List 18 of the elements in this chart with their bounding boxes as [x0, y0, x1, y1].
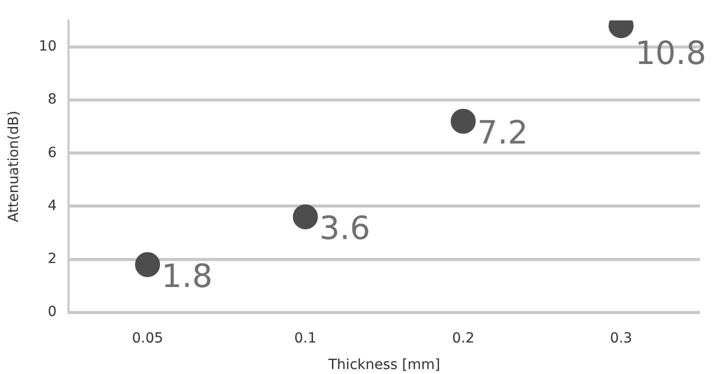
y-tick-label: 2 — [48, 250, 57, 267]
x-tick-label: 0.05 — [132, 330, 164, 346]
x-tick-label: 0.2 — [452, 330, 474, 346]
y-tick-label: 6 — [48, 144, 57, 161]
data-label: 3.6 — [319, 209, 370, 248]
x-tick-label: 0.1 — [294, 330, 317, 346]
x-axis-title: Thickness [mm] — [327, 357, 440, 374]
y-tick-label: 0 — [48, 304, 57, 320]
x-tick-label: 0.3 — [610, 330, 632, 346]
point — [135, 252, 160, 278]
data-label: 10.8 — [635, 34, 706, 72]
y-tick-label: 10 — [38, 38, 57, 55]
y-tick-label: 4 — [48, 198, 57, 214]
point — [292, 204, 318, 230]
y-tick-label: 8 — [48, 92, 57, 108]
data-label: 7.2 — [477, 114, 528, 152]
data-label: 1.8 — [162, 256, 212, 295]
y-axis-title: Attenuation(dB) — [6, 110, 22, 222]
